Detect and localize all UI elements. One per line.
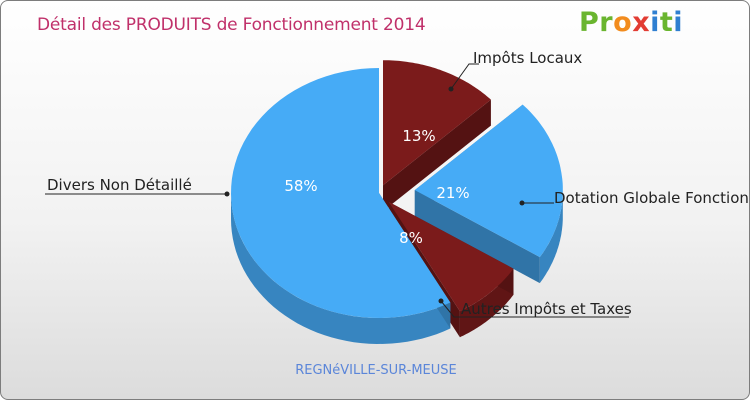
commune-name: REGNéVILLE-SUR-MEUSE [295,363,457,378]
callout-dot [438,298,444,304]
slice-label: Dotation Globale Fonctionnement [554,189,750,207]
proxiti-logo: Proxiti [579,7,683,38]
logo-letter: i [673,7,684,38]
pie-slice [388,201,514,312]
logo-letter: i [650,7,660,38]
logo-letter: P [579,7,600,38]
callout-line [440,300,629,318]
percent-label: 13% [402,127,435,145]
percent-label: 8% [399,229,423,247]
pie-slice [231,68,451,318]
pie-slice-edge [414,190,540,284]
logo-letter: r [599,7,614,38]
slice-label: Impôts Locaux [473,49,582,67]
logo-letter: o [613,7,633,38]
percent-label: 58% [284,177,317,195]
pie-slice-edge [383,99,491,212]
percent-label: 21% [436,184,469,202]
pie-slice [383,60,491,186]
slice-label: Autres Impôts et Taxes [461,300,632,318]
slice-label: Divers Non Détaillé [47,176,192,194]
logo-letter: t [659,7,674,38]
chart-title: Détail des PRODUITS de Fonctionnement 20… [37,15,426,35]
callout-dot [448,86,454,92]
pie-slice [414,104,563,258]
pie-slice-side [539,190,563,284]
callout-line [450,63,479,90]
callout-dot [224,191,230,197]
callout-dot [519,200,525,206]
logo-letter: x [632,7,651,38]
pie-slice-side [231,193,451,344]
